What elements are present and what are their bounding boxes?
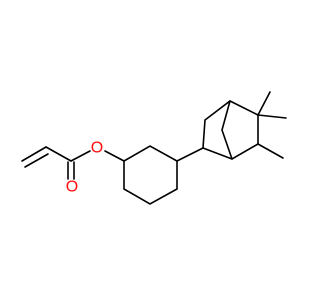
bond xyxy=(45,146,72,162)
bond xyxy=(176,147,204,162)
structure: O O xyxy=(21,91,287,205)
bond xyxy=(21,146,47,162)
bond xyxy=(257,143,284,159)
atom-label: O xyxy=(66,179,78,196)
atom-label: O xyxy=(91,140,103,157)
ring xyxy=(202,100,259,160)
bond xyxy=(70,150,91,162)
ring xyxy=(123,145,178,205)
bond xyxy=(257,91,271,116)
bridge xyxy=(221,100,233,160)
bond xyxy=(257,114,287,119)
bond xyxy=(24,153,49,168)
bond xyxy=(104,150,125,162)
